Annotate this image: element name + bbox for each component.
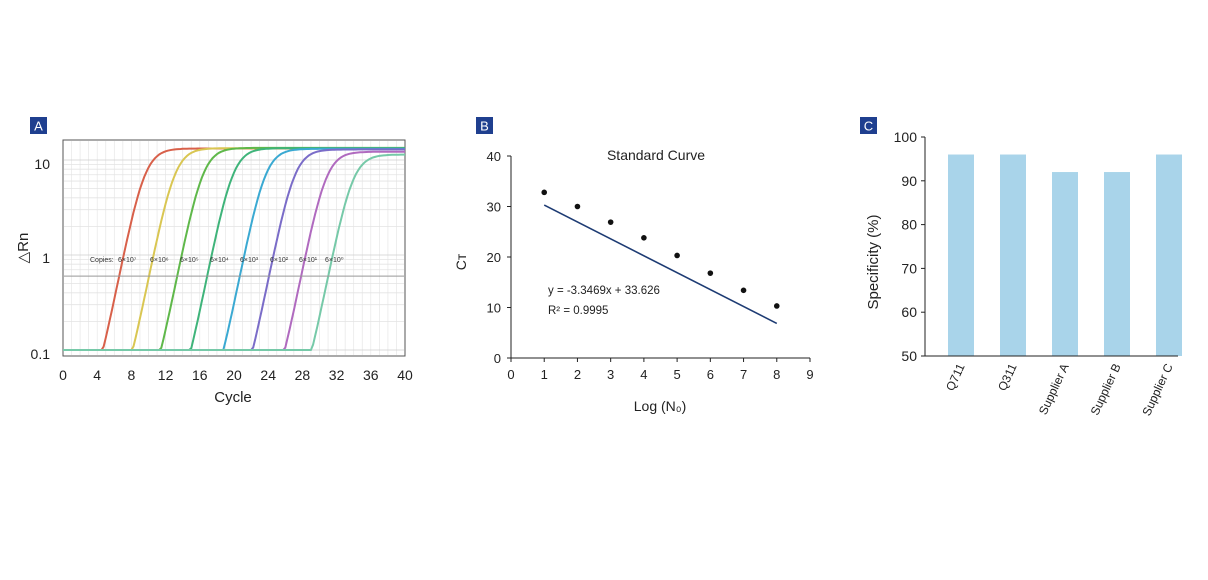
panel-b-y-tick: 30 — [487, 200, 501, 215]
panel-c-bars — [948, 154, 1182, 356]
panel-a-copies-label: Copies: — [90, 257, 114, 264]
panel-a-legend-entry: 6×10⁰ — [325, 256, 344, 264]
panel-c-badge — [860, 117, 877, 134]
panel-a-legend-entry: 6×10³ — [240, 257, 259, 264]
panel-b-data-point — [574, 203, 581, 210]
panel-c-y-label: Specificity (%) — [865, 214, 882, 309]
panel-b-x-tick: 0 — [507, 367, 514, 382]
panel-b-r-squared: R² = 0.9995 — [548, 305, 608, 317]
panel-a-y-tick: 1 — [42, 250, 50, 266]
panel-a-legend-entry: 6×10⁵ — [180, 257, 199, 264]
panel-c-category-label: Supplier C — [1139, 361, 1176, 418]
panel-a-legend-entry: 6×10² — [270, 257, 289, 264]
panel-a-y-label: △Rn — [15, 233, 32, 264]
panel-b-x-tick: 5 — [673, 367, 680, 382]
panel-a-x-tick: 20 — [226, 367, 242, 383]
panel-c-category-label: Supplier B — [1088, 361, 1124, 417]
panel-c-y-tick: 50 — [901, 348, 917, 364]
panel-a-x-tick: 0 — [59, 367, 67, 383]
panel-b-x-tick: 4 — [640, 367, 647, 382]
panel-b-badge-label: B — [480, 119, 489, 134]
panel-b-data-point — [740, 287, 747, 294]
panel-a-y-tick: 0.1 — [31, 346, 51, 362]
panel-a-x-tick: 28 — [295, 367, 311, 383]
panel-a-legend-entry: 6×10¹ — [299, 257, 318, 264]
panel-b-x-tick: 2 — [574, 367, 581, 382]
panel-b-x-tick: 1 — [541, 367, 548, 382]
panel-b-x-label: Log (N₀) — [634, 398, 687, 414]
panel-c-category-label: Q311 — [995, 361, 1020, 393]
panel-a-copies-legend: Copies: 6×10⁷ 6×10⁶ 6×10⁵ 6×10⁴ 6×10³ 6×10² 6×1… — [90, 256, 344, 264]
panel-b-x-tick: 8 — [773, 367, 780, 382]
panel-b-y-tick: 10 — [487, 301, 501, 316]
panel-c-y-tick: 80 — [901, 217, 917, 233]
panel-c-bar — [1052, 172, 1078, 356]
panel-b-y-tick: 20 — [487, 250, 501, 265]
panel-a-badge-label: A — [34, 119, 43, 134]
panel-b-standard-curve: B Standard Curve 0 1 2 3 4 5 6 7 8 9 0 10 20 30 40 y =… — [453, 117, 814, 414]
panel-b-data-point — [607, 219, 614, 225]
panel-b-data-point — [674, 252, 680, 259]
panel-b-x-tick: 7 — [740, 367, 747, 382]
panel-a-amplification-plot: A 0 4 8 12 16 20 24 28 32 36 40 0.1 1 10 Copies: 6×10⁷… — [15, 117, 413, 406]
panel-b-x-tick: 6 — [707, 367, 714, 382]
panel-b-y-tick: 0 — [494, 351, 501, 366]
panel-a-legend-entry: 6×10⁶ — [150, 257, 169, 264]
panel-b-points — [541, 189, 780, 309]
panel-c-bar — [1156, 154, 1182, 356]
panel-c-category-label: Supplier A — [1036, 361, 1072, 416]
panel-c-bar — [948, 154, 974, 356]
panel-a-x-tick: 36 — [363, 367, 379, 383]
panel-a-x-tick: 40 — [397, 367, 413, 383]
panel-a-x-tick: 4 — [93, 367, 101, 383]
panel-a-legend-entry: 6×10⁴ — [210, 257, 229, 264]
panel-a-x-tick: 12 — [158, 367, 174, 383]
panel-b-y-tick: 40 — [487, 149, 501, 164]
panel-b-title: Standard Curve — [607, 147, 705, 163]
panel-c-badge-label: C — [864, 119, 873, 134]
panel-c-y-tick: 100 — [894, 129, 918, 145]
panel-b-x-tick: 9 — [806, 367, 813, 382]
panel-a-legend-entry: 6×10⁷ — [118, 257, 137, 264]
panel-b-fit-line — [543, 204, 778, 325]
panel-b-equation: y = -3.3469x + 33.626 — [548, 285, 660, 297]
panel-a-curves — [63, 146, 405, 351]
panel-c-category-label: Q711 — [943, 361, 968, 393]
panel-c-specificity-bars: C Q711 Q311 Supplier A Supplier B Supplier C… — [860, 117, 1182, 418]
panel-b-badge — [476, 117, 493, 134]
panel-b-data-point — [773, 303, 780, 309]
panel-c-y-tick: 70 — [901, 260, 917, 276]
panel-c-y-tick: 60 — [901, 304, 917, 320]
panel-a-x-tick: 32 — [329, 367, 345, 383]
panel-c-ticks: Q711 Q311 Supplier A Supplier B Supplier C 50… — [894, 129, 1176, 418]
panel-c-y-tick: 90 — [901, 173, 917, 189]
panel-b-x-tick: 3 — [607, 367, 614, 382]
panel-b-data-point — [707, 270, 714, 276]
panel-a-ticks: 0 4 8 12 16 20 24 28 32 36 40 0.1 1 10 — [31, 156, 413, 383]
panel-b-data-point — [541, 189, 548, 196]
panel-a-x-tick: 24 — [260, 367, 276, 383]
panel-b-ticks: 0 1 2 3 4 5 6 7 8 9 0 10 20 30 40 — [487, 149, 814, 382]
panel-a-badge — [30, 117, 47, 134]
panel-a-x-label: Cycle — [214, 389, 252, 406]
panel-a-y-tick: 10 — [34, 156, 50, 172]
panel-b-y-label: Cᴛ — [453, 253, 469, 270]
panel-c-bar — [1104, 172, 1130, 356]
panel-a-x-tick: 16 — [192, 367, 208, 383]
panel-a-curve-8 — [63, 153, 405, 351]
panel-c-bar — [1000, 154, 1026, 356]
panel-b-data-point — [641, 235, 647, 241]
panel-a-x-tick: 8 — [128, 367, 136, 383]
